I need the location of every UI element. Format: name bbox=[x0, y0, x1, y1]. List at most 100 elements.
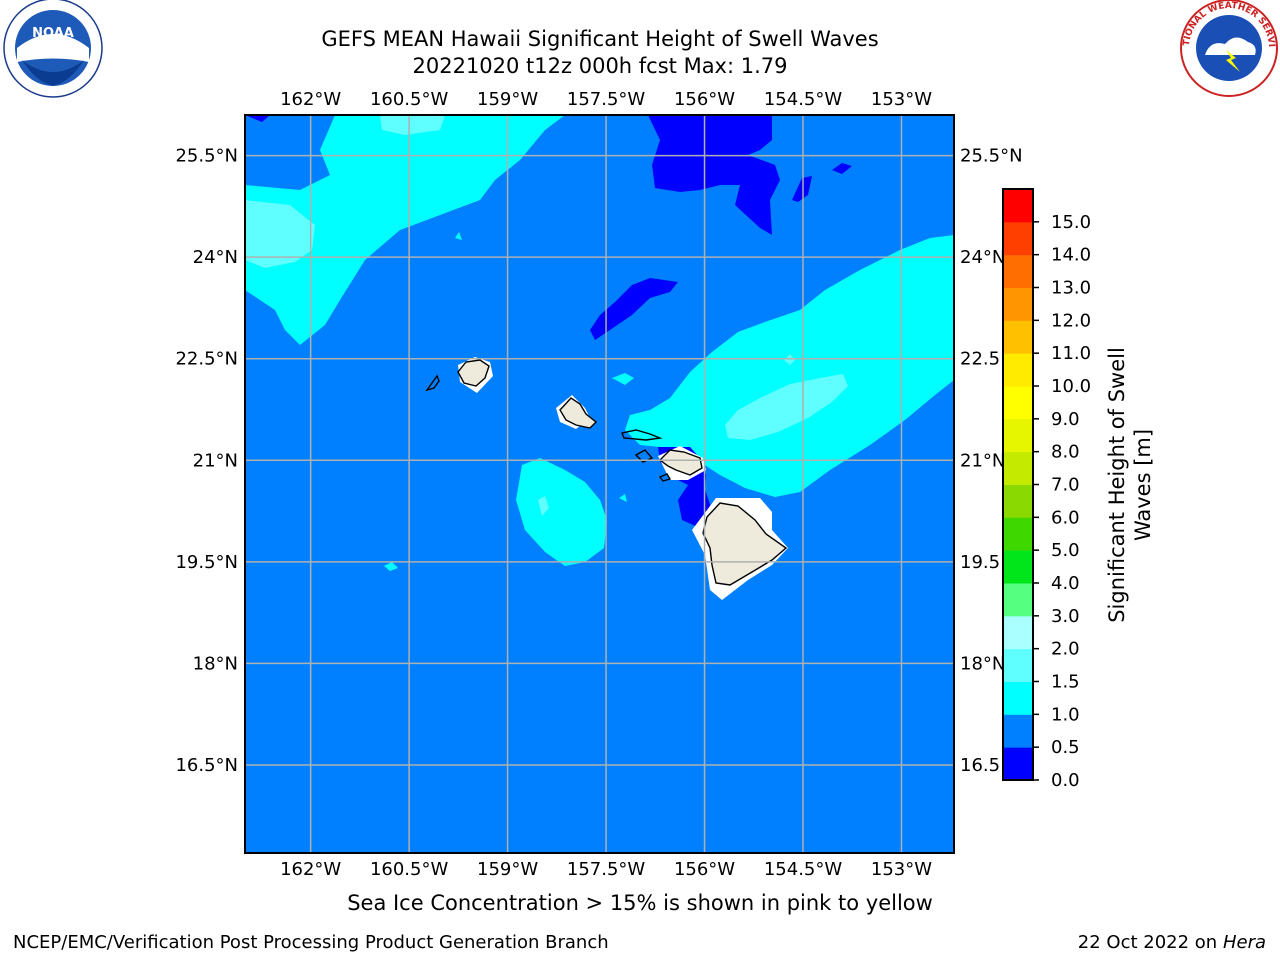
lat-tick-right: 24°N bbox=[960, 247, 1005, 268]
lat-tick-right: 18°N bbox=[960, 653, 1005, 674]
lat-tick-left: 24°N bbox=[193, 247, 238, 268]
island-oahu bbox=[559, 397, 598, 429]
map-tick-labels: 162°W 162°W 160.5°W 160.5°W 159°W 159°W 157.5°… bbox=[175, 89, 1022, 880]
swell-contour-1-1-5-east bbox=[625, 235, 954, 497]
colorbar-segment bbox=[1003, 287, 1033, 321]
colorbar-segment bbox=[1003, 714, 1033, 748]
swell-contour-1-5-2-north bbox=[380, 115, 445, 135]
colorbar-tick-label: 10.0 bbox=[1051, 376, 1091, 397]
swell-contour-1-5-2-sw-spot bbox=[538, 496, 549, 516]
swell-contour-1-1-5-sw bbox=[516, 458, 607, 566]
nws-logo-text: NATIONAL WEATHER SERVICE bbox=[0, 0, 1276, 47]
lon-tick-bottom: 159°W bbox=[477, 859, 538, 880]
colorbar-label: Significant Height of SwellWaves [m] bbox=[1105, 347, 1155, 623]
lat-tick-right: 21°N bbox=[960, 450, 1005, 471]
colorbar-tick-label: 2.0 bbox=[1051, 639, 1080, 660]
swell-contour-1-5-2-east bbox=[725, 374, 848, 440]
island-niihau bbox=[425, 374, 440, 392]
colorbar-tick-label: 8.0 bbox=[1051, 442, 1080, 463]
colorbar-tick-label: 15.0 bbox=[1051, 212, 1091, 233]
lat-tick-left: 21°N bbox=[193, 450, 238, 471]
noaa-logo: NOAA bbox=[3, 0, 103, 98]
colorbar-segment bbox=[1003, 221, 1033, 256]
lat-tick-left: 18°N bbox=[193, 653, 238, 674]
colorbar-tick-label: 0.0 bbox=[1051, 770, 1080, 791]
map-area bbox=[245, 115, 954, 853]
lat-tick-right: 19.5 bbox=[960, 552, 1000, 573]
lat-tick-right: 22.5 bbox=[960, 349, 1000, 370]
swell-contour-0-0-5-ne bbox=[648, 115, 780, 235]
footer-machine: Hera bbox=[1222, 932, 1266, 953]
colorbar-segment bbox=[1003, 747, 1033, 781]
colorbar-tick-label: 6.0 bbox=[1051, 507, 1080, 528]
swell-contour-0-0-5-oahu-n bbox=[590, 278, 678, 340]
colorbar-segment bbox=[1003, 484, 1033, 518]
lat-tick-left: 25.5°N bbox=[175, 146, 238, 167]
map-frame bbox=[244, 114, 955, 854]
colorbar-tick-label: 4.0 bbox=[1051, 573, 1080, 594]
lat-tick-left: 22.5°N bbox=[175, 349, 238, 370]
lat-tick-right: 25.5°N bbox=[960, 146, 1023, 167]
swell-contour-0-0-5-small-2 bbox=[832, 163, 852, 174]
lon-tick-top: 160.5°W bbox=[370, 89, 449, 110]
colorbar-segment bbox=[1003, 648, 1033, 682]
lon-tick-top: 157.5°W bbox=[567, 89, 646, 110]
lon-tick-top: 153°W bbox=[871, 89, 932, 110]
colorbar-tick-label: 12.0 bbox=[1051, 310, 1091, 331]
lat-tick-right: 16.5 bbox=[960, 755, 1000, 776]
lon-tick-top: 156°W bbox=[674, 89, 735, 110]
colorbar-segment bbox=[1003, 353, 1033, 387]
lon-tick-bottom: 157.5°W bbox=[567, 859, 646, 880]
swell-contour-1-1-5-nw bbox=[245, 115, 565, 345]
lon-tick-top: 159°W bbox=[477, 89, 538, 110]
swell-contour-1-5-2-tiny bbox=[784, 354, 795, 365]
colorbar-tick-label: 11.0 bbox=[1051, 343, 1091, 364]
colorbar-segment bbox=[1003, 418, 1033, 453]
lon-tick-top: 162°W bbox=[280, 89, 341, 110]
lon-tick-top: 154.5°W bbox=[764, 89, 843, 110]
chart-title: GEFS MEAN Hawaii Significant Height of S… bbox=[321, 27, 879, 51]
colorbar-tick-label: 0.5 bbox=[1051, 737, 1080, 758]
colorbar-segment bbox=[1003, 254, 1033, 288]
colorbar-segment bbox=[1003, 189, 1033, 223]
svg-text:NATIONAL WEATHER SERVICE: NATIONAL WEATHER SERVICE bbox=[0, 0, 1276, 47]
colorbar-segment bbox=[1003, 386, 1033, 420]
lon-tick-bottom: 153°W bbox=[871, 859, 932, 880]
colorbar-segment bbox=[1003, 681, 1033, 715]
colorbar-tick-label: 13.0 bbox=[1051, 278, 1091, 299]
colorbar-segment bbox=[1003, 451, 1033, 485]
colorbar-tick-label: 1.5 bbox=[1051, 672, 1080, 693]
lat-tick-left: 19.5°N bbox=[175, 552, 238, 573]
colorbar-segment bbox=[1003, 320, 1033, 354]
colorbar: 0.0 0.5 1.0 1.5 2.0 3.0 4.0 5.0 6.0 7.0 8.0 9.0 10.0… bbox=[1002, 188, 1091, 791]
island-kauai bbox=[457, 359, 490, 387]
swell-contour-1-5-2-nw bbox=[245, 200, 315, 268]
map-gridlines bbox=[245, 115, 954, 853]
footer-date: 22 Oct 2022 on Hera bbox=[1078, 932, 1266, 953]
colorbar-tick-label: 5.0 bbox=[1051, 540, 1080, 561]
lon-tick-bottom: 162°W bbox=[280, 859, 341, 880]
colorbar-segment bbox=[1003, 517, 1033, 551]
island-maui bbox=[658, 449, 703, 476]
noaa-logo-text: NOAA bbox=[32, 26, 74, 41]
island-molokai bbox=[621, 429, 663, 441]
island-kahoolawe bbox=[658, 473, 672, 482]
lon-tick-bottom: 156°W bbox=[674, 859, 735, 880]
swell-contour-1-1-5-tiny-2 bbox=[384, 562, 398, 571]
lon-tick-bottom: 160.5°W bbox=[370, 859, 449, 880]
nws-logo: NATIONAL WEATHER SERVICE bbox=[0, 0, 1278, 97]
footer-date-text: 22 Oct 2022 on bbox=[1077, 932, 1223, 953]
colorbar-tick-label: 9.0 bbox=[1051, 409, 1080, 430]
colorbar-tick-label: 1.0 bbox=[1051, 704, 1080, 725]
sea-ice-note: Sea Ice Concentration > 15% is shown in … bbox=[347, 891, 933, 915]
island-hawaii bbox=[702, 502, 788, 586]
chart-subtitle: 20221020 t12z 000h fcst Max: 1.79 bbox=[412, 54, 788, 78]
footer-credit: NCEP/EMC/Verification Post Processing Pr… bbox=[13, 932, 609, 953]
colorbar-segment bbox=[1003, 583, 1033, 617]
colorbar-tick-label: 7.0 bbox=[1051, 475, 1080, 496]
swell-contour-0-0-5-small-1 bbox=[792, 176, 812, 202]
colorbar-segment bbox=[1003, 550, 1033, 584]
swell-contour-1-1-5-tiny-3 bbox=[619, 494, 627, 502]
swell-contour-0-0-5-small-3 bbox=[245, 115, 270, 122]
